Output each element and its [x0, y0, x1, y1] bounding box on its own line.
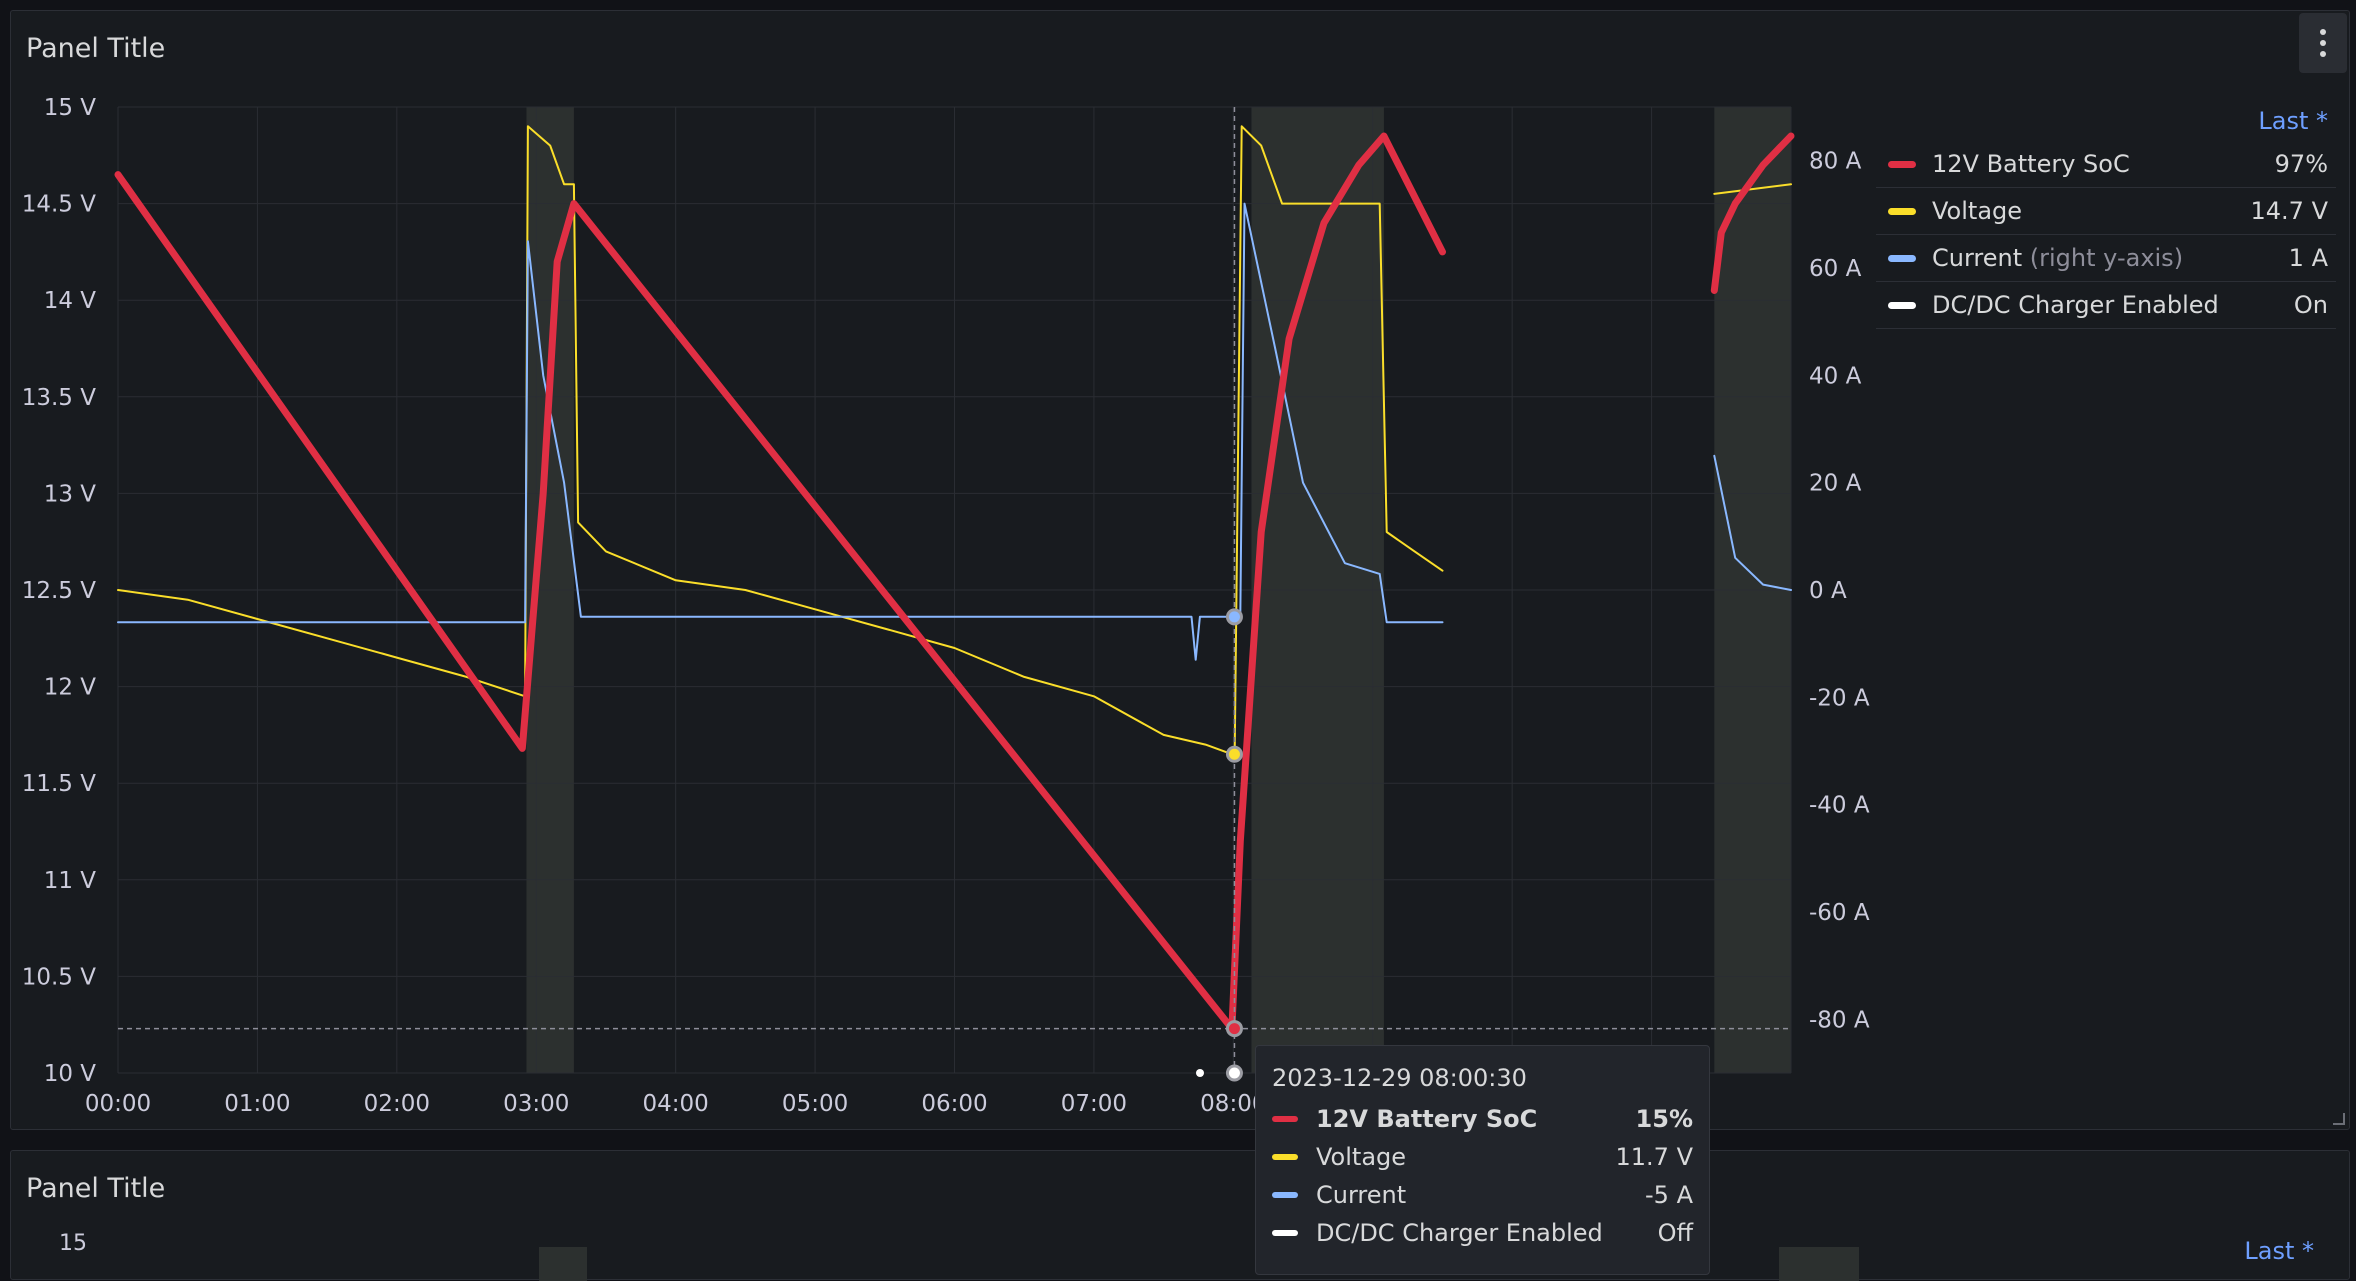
charger-band: [539, 1247, 587, 1281]
x-axis-tick-label: 02:00: [364, 1091, 430, 1117]
y-axis-right-tick-label: 40 A: [1809, 363, 1862, 389]
x-axis-tick-label: 07:00: [1061, 1091, 1127, 1117]
legend-item-voltage[interactable]: Voltage 14.7 V: [1876, 188, 2336, 235]
legend-item-value: 97%: [2274, 150, 2328, 178]
tooltip-series-name: Current: [1316, 1181, 1407, 1209]
y-axis-left-tick-label: 12 V: [44, 675, 97, 701]
series-color-swatch: [1888, 301, 1916, 309]
hover-point-marker: [1225, 1020, 1243, 1038]
legend-item-label: Current (right y-axis): [1932, 244, 2289, 272]
legend-item-charger-enabled[interactable]: DC/DC Charger Enabled On: [1876, 282, 2336, 329]
tooltip-series-name: 12V Battery SoC: [1316, 1105, 1538, 1133]
kebab-dot-icon: [2320, 51, 2326, 57]
tooltip-series-name: DC/DC Charger Enabled: [1316, 1219, 1603, 1247]
x-axis-tick-label: 01:00: [224, 1091, 290, 1117]
kebab-dot-icon: [2320, 29, 2326, 35]
tooltip-series-value: -5 A: [1645, 1181, 1693, 1209]
series-color-swatch: [1272, 1116, 1298, 1122]
x-axis-tick-label: 03:00: [503, 1091, 569, 1117]
tooltip-series-name: Voltage: [1316, 1143, 1407, 1171]
charger-band: [1779, 1247, 1859, 1281]
series-color-swatch: [1888, 160, 1916, 168]
hover-tooltip: 2023-12-29 08:00:30 12V Battery SoC 15% …: [1255, 1045, 1710, 1275]
series-color-swatch: [1888, 254, 1916, 262]
annotation-dot: [1196, 1069, 1204, 1077]
y-axis-right-tick-label: -60 A: [1809, 900, 1870, 926]
legend-item-label: 12V Battery SoC: [1932, 150, 2130, 178]
time-series-panel-2: Panel Title 15 Last *: [10, 1150, 2350, 1281]
legend-item-current[interactable]: Current (right y-axis) 1 A: [1876, 235, 2336, 282]
legend-item-label: DC/DC Charger Enabled: [1932, 291, 2219, 319]
series-color-swatch: [1272, 1230, 1298, 1236]
tooltip-row-battery-soc: 12V Battery SoC 15%: [1272, 1100, 1693, 1138]
tooltip-series-value: 15%: [1635, 1105, 1693, 1133]
series-line-12v-battery-soc: [114, 132, 1446, 1033]
series-line-current: [1713, 454, 1792, 591]
legend-item-name: Current: [1932, 244, 2023, 272]
y-axis-left-tick-label: 13.5 V: [22, 385, 97, 411]
chart-area-preview: [539, 1247, 1859, 1281]
panel-title: Panel Title: [26, 33, 166, 64]
hover-point-marker: [1225, 745, 1243, 763]
tooltip-row-charger-enabled: DC/DC Charger Enabled Off: [1272, 1214, 1693, 1252]
series-line-current: [117, 202, 1444, 661]
y-axis-right-tick-label: -20 A: [1809, 685, 1870, 711]
tooltip-row-current: Current -5 A: [1272, 1176, 1693, 1214]
series-line-12v-battery-soc: [1710, 132, 1795, 294]
series-color-swatch: [1888, 207, 1916, 215]
legend-item-battery-soc[interactable]: 12V Battery SoC 97%: [1876, 141, 2336, 188]
y-axis-left-tick-label: 12.5 V: [22, 578, 97, 604]
y-axis-tick-label: 15: [59, 1231, 87, 1256]
y-axis-right-tick-label: 60 A: [1809, 256, 1862, 282]
tooltip-row-voltage: Voltage 11.7 V: [1272, 1138, 1693, 1176]
legend-item-note: (right y-axis): [2029, 244, 2184, 272]
y-axis-right-tick-label: -40 A: [1809, 793, 1870, 819]
legend-item-value: 1 A: [2288, 244, 2328, 272]
y-axis-left-tick-label: 11.5 V: [22, 771, 97, 797]
panel-menu-button[interactable]: [2299, 13, 2347, 73]
legend: Last * 12V Battery SoC 97% Voltage 14.7 …: [1876, 101, 2336, 329]
series-color-swatch: [1272, 1192, 1298, 1198]
tooltip-series-value: Off: [1657, 1219, 1693, 1247]
y-axis-left-tick-label: 11 V: [44, 868, 97, 894]
y-axis-left-tick-label: 13 V: [44, 481, 97, 507]
hover-point-marker: [1225, 1064, 1243, 1082]
legend-sort-header[interactable]: Last *: [2244, 1237, 2314, 1265]
y-axis-left-tick-label: 10.5 V: [22, 964, 97, 990]
x-axis-tick-label: 05:00: [782, 1091, 848, 1117]
series-line-voltage: [117, 125, 1444, 756]
legend-sort-header[interactable]: Last *: [2258, 107, 2328, 135]
series-color-swatch: [1272, 1154, 1298, 1160]
panel-resize-handle[interactable]: [2333, 1113, 2345, 1125]
y-axis-right-tick-label: 0 A: [1809, 578, 1847, 604]
x-axis-tick-label: 06:00: [921, 1091, 987, 1117]
time-series-chart: 10 V 10.5 V 11 V 11.5 V 12 V 12.5 V 13 V 13.5 V…: [22, 95, 1870, 1117]
tooltip-series-value: 11.7 V: [1615, 1143, 1693, 1171]
legend-item-value: On: [2293, 291, 2328, 319]
x-axis-tick-label: 04:00: [643, 1091, 709, 1117]
kebab-dot-icon: [2320, 40, 2326, 46]
time-series-panel: 10 V 10.5 V 11 V 11.5 V 12 V 12.5 V 13 V 13.5 V…: [10, 10, 2350, 1130]
x-axis-tick-label: 00:00: [85, 1091, 151, 1117]
tooltip-timestamp: 2023-12-29 08:00:30: [1272, 1064, 1527, 1092]
panel-title: Panel Title: [26, 1173, 166, 1204]
y-axis-left-tick-label: 10 V: [44, 1061, 97, 1087]
y-axis-left-tick-label: 14 V: [44, 288, 97, 314]
series-line-voltage: [1713, 183, 1792, 195]
legend-item-label: Voltage: [1932, 197, 2023, 225]
y-axis-right-tick-label: 80 A: [1809, 149, 1862, 175]
y-axis-left-tick-label: 15 V: [44, 95, 97, 121]
legend-item-value: 14.7 V: [2250, 197, 2328, 225]
y-axis-right-tick-label: 20 A: [1809, 471, 1862, 497]
hover-point-marker: [1225, 608, 1243, 626]
y-axis-left-tick-label: 14.5 V: [22, 192, 97, 218]
y-axis-right-tick-label: -80 A: [1809, 1007, 1870, 1033]
